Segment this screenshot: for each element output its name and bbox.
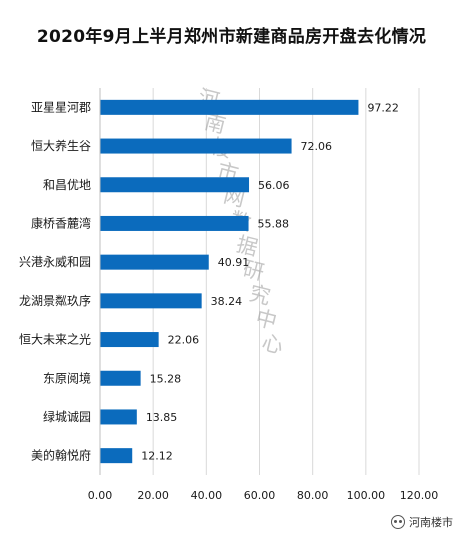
category-label: 亚星星河郡 — [31, 100, 91, 114]
x-tick-label: 0.00 — [88, 489, 113, 502]
bar — [100, 332, 159, 348]
category-label: 康桥香麓湾 — [31, 215, 91, 230]
bar — [100, 99, 359, 115]
category-label: 恒大养生谷 — [31, 138, 91, 153]
x-tick-label: 100.00 — [347, 489, 386, 502]
bar — [100, 448, 133, 464]
category-label: 和昌优地 — [43, 178, 91, 192]
bar — [100, 177, 250, 193]
bars: 97.22 72.06 56.06 55.88 40.91 38.24 22.06 15.28… — [100, 99, 399, 464]
value-label: 38.24 — [211, 295, 243, 308]
value-label: 40.91 — [218, 256, 250, 269]
watermark-char: 心 — [260, 330, 286, 358]
gridlines — [152, 88, 420, 475]
x-tick-label: 20.00 — [137, 489, 169, 502]
category-label: 龙湖景粼玖序 — [19, 293, 91, 308]
bar — [100, 215, 249, 231]
value-label: 15.28 — [150, 372, 182, 385]
badge-text: 河南楼市 — [409, 516, 453, 529]
wechat-icon — [391, 515, 405, 529]
chart-title: 2020年9月上半月郑州市新建商品房开盘去化情况 — [36, 27, 427, 47]
value-label: 13.85 — [146, 411, 178, 424]
category-label: 美的翰悦府 — [31, 448, 91, 463]
category-label: 兴港永威和园 — [19, 255, 91, 269]
axes: 0.00 20.00 40.00 60.00 80.00 100.00 120.00 亚星星河… — [19, 88, 438, 502]
category-label: 东原阅境 — [43, 370, 91, 385]
value-label: 56.06 — [258, 179, 290, 192]
x-tick-label: 40.00 — [191, 489, 223, 502]
bar — [100, 370, 141, 386]
category-label: 恒大未来之光 — [19, 333, 91, 347]
value-label: 97.22 — [367, 101, 399, 114]
category-label: 绿城诚园 — [43, 409, 91, 424]
bar — [100, 293, 202, 309]
x-tick-label: 120.00 — [400, 489, 439, 502]
value-label: 22.06 — [168, 334, 200, 347]
bar — [100, 254, 209, 270]
x-tick-label: 60.00 — [244, 489, 276, 502]
value-label: 12.12 — [141, 450, 173, 463]
value-label: 55.88 — [258, 217, 290, 230]
value-label: 72.06 — [301, 140, 333, 153]
source-badge: 河南楼市 — [391, 514, 453, 530]
bar — [100, 409, 137, 425]
bar — [100, 138, 292, 154]
x-tick-label: 80.00 — [297, 489, 329, 502]
